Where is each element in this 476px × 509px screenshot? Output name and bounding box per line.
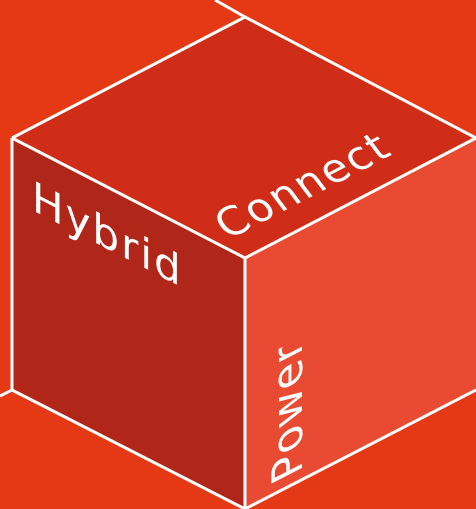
cube-graphic: Hybrid Connect Power — [0, 0, 476, 509]
face-label: Power — [263, 330, 312, 492]
page: {"faces": [{"label": "Hybrid"}, {"label"… — [0, 0, 476, 509]
